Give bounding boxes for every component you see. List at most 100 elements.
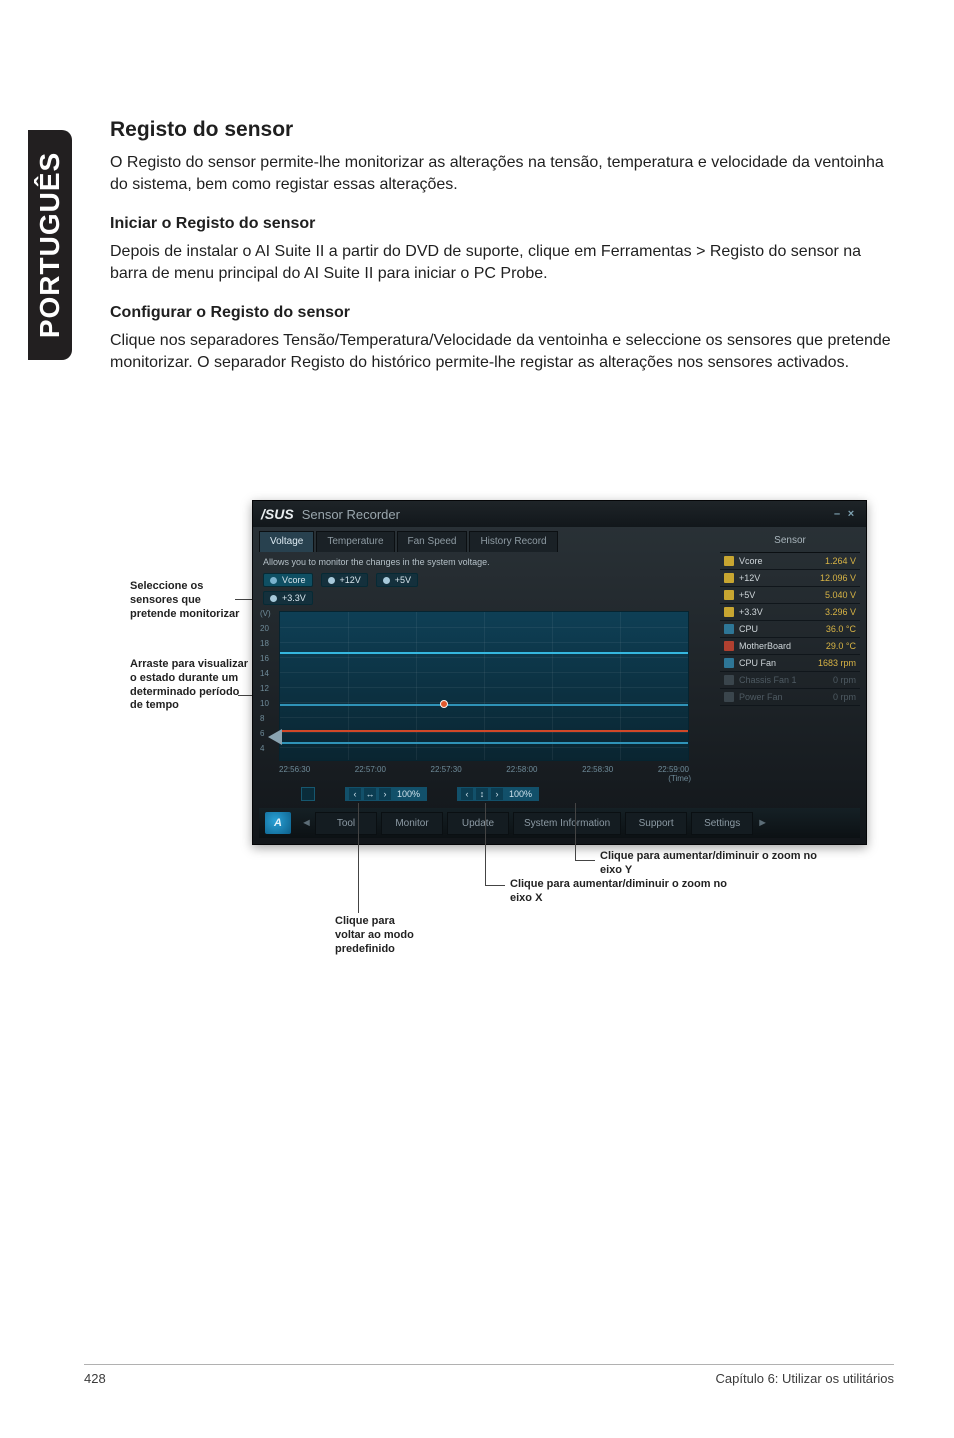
tab-temperature[interactable]: Temperature (316, 531, 394, 552)
config-paragraph: Clique nos separadores Tensão/Temperatur… (110, 330, 900, 373)
sensor-row[interactable]: Vcore1.264 V (720, 553, 860, 570)
bottombar-right-arrow-icon[interactable]: ► (757, 817, 767, 829)
aisuite-logo-icon: A (265, 812, 291, 834)
bottomtab-tool[interactable]: Tool (315, 812, 377, 835)
sensor-list-header: Sensor (720, 531, 860, 553)
sensor-name: Vcore (739, 556, 825, 566)
language-side-tab-label: PORTUGUÊS (34, 152, 66, 338)
pill-12v[interactable]: +12V (321, 573, 368, 587)
series-33v (280, 730, 688, 732)
sensor-icon (724, 607, 734, 617)
pill-33v[interactable]: +3.3V (263, 591, 313, 605)
time-axis-label: (Time) (261, 774, 691, 783)
callout-select-sensors: Seleccione os sensores que pretende moni… (130, 580, 248, 621)
close-button[interactable]: × (844, 508, 858, 520)
sensor-icon (724, 590, 734, 600)
zoom-x-in-icon[interactable]: › (379, 788, 391, 800)
sensor-row[interactable]: +5V5.040 V (720, 587, 860, 604)
zoom-y-value: 100% (506, 789, 535, 799)
sensor-row[interactable]: MotherBoard29.0 °C (720, 638, 860, 655)
sensor-name: +5V (739, 590, 825, 600)
sensor-row[interactable]: CPU Fan1683 rpm (720, 655, 860, 672)
sensor-row[interactable]: +3.3V3.296 V (720, 604, 860, 621)
sensor-name: Power Fan (739, 692, 833, 702)
sensor-name: Chassis Fan 1 (739, 675, 833, 685)
screenshot-region: Seleccione os sensores que pretende moni… (130, 500, 890, 940)
titlebar[interactable]: /SUS Sensor Recorder – × (253, 501, 866, 527)
sensor-row[interactable]: Chassis Fan 10 rpm (720, 672, 860, 689)
bottombar-left-arrow-icon[interactable]: ◄ (301, 817, 311, 829)
asus-logo: /SUS (261, 506, 294, 522)
pill-5v-label: +5V (395, 575, 411, 585)
page-number: 428 (84, 1371, 106, 1386)
zoom-reset-button[interactable] (301, 787, 315, 801)
callout-reset: Clique para voltar ao modo predefinido (335, 915, 485, 956)
chapter-label: Capítulo 6: Utilizar os utilitários (716, 1371, 894, 1386)
sensor-value: 12.096 V (820, 573, 856, 583)
sensor-value: 36.0 °C (826, 624, 856, 634)
sensor-icon (724, 641, 734, 651)
chart-timeline: 22:56:3022:57:00 22:57:3022:58:00 22:58:… (279, 765, 689, 774)
chart-marker[interactable] (440, 700, 448, 708)
tab-history[interactable]: History Record (469, 531, 557, 552)
tab-fanspeed[interactable]: Fan Speed (397, 531, 468, 552)
sensor-value: 0 rpm (833, 692, 856, 702)
tab-voltage[interactable]: Voltage (259, 531, 314, 552)
sensor-name: +12V (739, 573, 820, 583)
bottomtab-sysinfo[interactable]: System Information (513, 812, 621, 835)
sensor-list: Sensor Vcore1.264 V+12V12.096 V+5V5.040 … (720, 531, 860, 706)
zoom-bar: ‹ ↔ › 100% ‹ ↕ › 100% (301, 787, 713, 801)
sensor-name: CPU (739, 624, 826, 634)
callout-zoom-x: Clique para aumentar/diminuir o zoom no … (510, 878, 740, 906)
page-heading: Registo do sensor (110, 118, 900, 142)
bottomtab-support[interactable]: Support (625, 812, 687, 835)
zoom-x-icon: ↔ (364, 788, 376, 800)
sensor-row[interactable]: +12V12.096 V (720, 570, 860, 587)
sensor-name: +3.3V (739, 607, 825, 617)
chart-area: Allows you to monitor the changes in the… (261, 555, 713, 805)
sensor-value: 1683 rpm (818, 658, 856, 668)
bottomtab-settings[interactable]: Settings (691, 812, 753, 835)
series-12v (280, 652, 688, 654)
sensor-row[interactable]: Power Fan0 rpm (720, 689, 860, 706)
sensor-icon (724, 675, 734, 685)
series-pills: Vcore +12V +5V (261, 573, 713, 593)
zoom-y-out-icon[interactable]: ‹ (461, 788, 473, 800)
zoom-y-in-icon[interactable]: › (491, 788, 503, 800)
bottomtab-update[interactable]: Update (447, 812, 509, 835)
zoom-y-group: ‹ ↕ › 100% (457, 787, 539, 801)
pill-33v-label: +3.3V (282, 593, 306, 603)
sensor-value: 5.040 V (825, 590, 856, 600)
voltage-chart[interactable]: (V) 201816 141210 864 (279, 611, 689, 761)
config-subheading: Configurar o Registo do sensor (110, 304, 900, 322)
chart-hint: Allows you to monitor the changes in the… (261, 555, 713, 573)
callout-drag-timeline: Arraste para visualizar o estado durante… (130, 658, 248, 713)
sensor-recorder-window: /SUS Sensor Recorder – × Voltage Tempera… (252, 500, 867, 845)
sensor-value: 29.0 °C (826, 641, 856, 651)
callout-zoom-y: Clique para aumentar/diminuir o zoom no … (600, 850, 830, 878)
sensor-icon (724, 556, 734, 566)
sensor-value: 3.296 V (825, 607, 856, 617)
window-title: Sensor Recorder (302, 507, 400, 522)
language-side-tab: PORTUGUÊS (28, 130, 72, 360)
sensor-value: 0 rpm (833, 675, 856, 685)
sensor-icon (724, 658, 734, 668)
intro-paragraph: O Registo do sensor permite-lhe monitori… (110, 152, 900, 195)
sensor-name: CPU Fan (739, 658, 818, 668)
pill-vcore-label: Vcore (282, 575, 306, 585)
pill-vcore[interactable]: Vcore (263, 573, 313, 587)
bottomtab-monitor[interactable]: Monitor (381, 812, 443, 835)
sensor-name: MotherBoard (739, 641, 826, 651)
chart-left-handle[interactable] (268, 707, 284, 767)
zoom-x-out-icon[interactable]: ‹ (349, 788, 361, 800)
sensor-value: 1.264 V (825, 556, 856, 566)
sensor-icon (724, 624, 734, 634)
start-paragraph: Depois de instalar o AI Suite II a parti… (110, 241, 900, 284)
pill-12v-label: +12V (340, 575, 361, 585)
minimize-button[interactable]: – (830, 508, 844, 520)
zoom-x-value: 100% (394, 789, 423, 799)
series-vcore (280, 742, 688, 744)
series-5v (280, 704, 688, 706)
sensor-row[interactable]: CPU36.0 °C (720, 621, 860, 638)
pill-5v[interactable]: +5V (376, 573, 418, 587)
